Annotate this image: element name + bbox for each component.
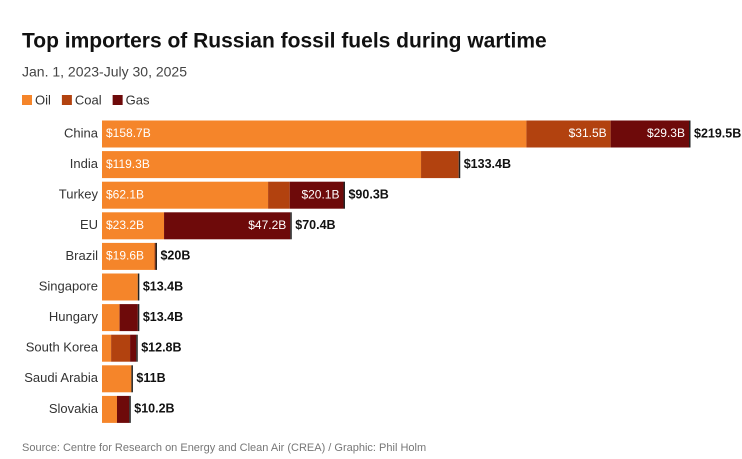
segment-label: $62.1B: [106, 187, 144, 201]
total-label: $133.4B: [464, 157, 511, 171]
bar-segment: [102, 242, 155, 270]
category-label: Saudi Arabia: [24, 370, 98, 385]
segment-label: $23.2B: [106, 218, 144, 232]
bar-segment: [421, 151, 459, 179]
total-end-line: [137, 273, 140, 301]
bar-segment: [164, 212, 291, 240]
bar-segment: [154, 242, 156, 270]
total-end-line: [131, 365, 133, 393]
category-label: South Korea: [26, 340, 99, 355]
total-label: $13.4B: [143, 310, 183, 324]
source: Source: Centre for Research on Energy an…: [22, 442, 426, 454]
bar-segment: [102, 120, 527, 148]
segment-label: $158.7B: [106, 126, 151, 140]
legend-label: Gas: [126, 92, 150, 107]
total-end-line: [689, 120, 691, 148]
bar-segment: [526, 120, 611, 148]
legend-swatch: [61, 95, 72, 105]
bar-segment: [116, 395, 130, 423]
total-label: $13.4B: [143, 279, 183, 293]
segment-label: $119.3B: [106, 157, 150, 171]
segment-label: $47.2B: [248, 218, 286, 232]
total-label: $70.4B: [295, 218, 335, 232]
chart-title: Top importers of Russian fossil fuels du…: [22, 30, 547, 53]
total-label: $12.8B: [141, 340, 181, 354]
category-label: Singapore: [39, 278, 98, 293]
bar-segment: [102, 151, 422, 179]
total-label: $90.3B: [348, 187, 388, 201]
total-label: $219.5B: [694, 126, 741, 140]
legend-swatch: [22, 95, 32, 105]
bar-segment: [102, 365, 132, 393]
total-end-line: [290, 212, 292, 240]
total-end-line: [136, 334, 138, 362]
bar-segment: [289, 181, 344, 209]
category-label: China: [64, 125, 99, 140]
total-end-line: [343, 181, 345, 209]
segment-label: $20.1B: [301, 187, 339, 201]
bar-segment: [102, 334, 112, 362]
segment-label: $19.6B: [106, 249, 144, 263]
bar-segment: [102, 304, 120, 332]
legend-label: Coal: [75, 92, 102, 107]
bar-segment: [111, 334, 131, 362]
bar-segment: [119, 304, 138, 332]
segment-label: $29.3B: [647, 126, 685, 140]
bar-segment: [102, 273, 138, 301]
total-end-line: [458, 151, 461, 179]
chart-subtitle: Jan. 1, 2023-July 30, 2025: [22, 64, 187, 80]
category-label: Brazil: [65, 248, 98, 263]
total-end-line: [129, 395, 131, 423]
bar-segment: [102, 181, 269, 209]
bar-segment: [119, 304, 120, 332]
bar-segment: [102, 395, 117, 423]
total-label: $10.2B: [134, 402, 174, 416]
category-label: EU: [80, 217, 98, 232]
bar-segment: [268, 181, 290, 209]
category-label: Hungary: [49, 309, 99, 324]
segment-label: $31.5B: [569, 126, 607, 140]
category-label: India: [70, 156, 99, 171]
legend-label: Oil: [35, 92, 51, 107]
total-end-line: [155, 242, 157, 270]
total-label: $11B: [136, 371, 165, 385]
bar-segment: [610, 120, 689, 148]
bar-segment: [102, 212, 165, 240]
legend-swatch: [112, 95, 123, 105]
bar-segment: [130, 334, 137, 362]
total-end-line: [137, 304, 140, 332]
total-label: $20B: [160, 249, 190, 263]
category-label: Turkey: [59, 187, 99, 202]
category-label: Slovakia: [49, 401, 99, 416]
